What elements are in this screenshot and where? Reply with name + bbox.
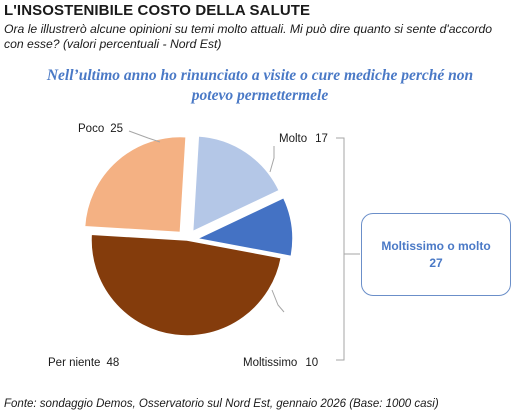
callout-bracket	[336, 137, 345, 361]
leader-line-moltissimo	[271, 289, 285, 313]
callout-box: Moltissimo o molto 27	[361, 213, 511, 296]
source-note: Fonte: sondaggio Demos, Osservatorio sul…	[4, 398, 439, 410]
chart-subtitle: Ora le illustrerò alcune opinioni su tem…	[4, 22, 493, 51]
pie-slice-molto	[191, 135, 281, 233]
pie-slice-moltissimo	[194, 196, 294, 258]
leader-line-poco	[128, 130, 161, 143]
slice-label-per-niente: Per niente 48	[48, 357, 119, 369]
pie-slice-per-niente	[90, 233, 283, 337]
leader-line-molto	[269, 146, 275, 173]
pie-slice-poco	[83, 135, 187, 234]
slice-label-moltissimo: Moltissimo 10	[243, 357, 318, 369]
slice-label-molto: Molto 17	[279, 133, 328, 145]
callout-label: Moltissimo o molto	[381, 238, 491, 253]
chart-title: L'INSOSTENIBILE COSTO DELLA SALUTE	[4, 2, 311, 19]
question-text: Nell’ultimo anno ho rinunciato a visite …	[46, 67, 474, 104]
slice-label-poco: Poco 25	[78, 123, 123, 135]
callout-value: 27	[429, 255, 443, 270]
